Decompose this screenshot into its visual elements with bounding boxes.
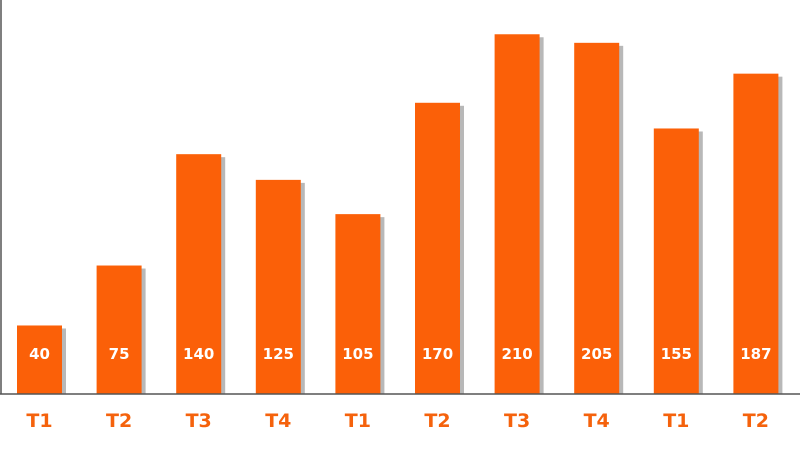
- bar-value-label: 155: [661, 345, 692, 363]
- x-tick-label: T4: [265, 410, 291, 432]
- bar: [96, 265, 142, 394]
- value-labels: 40 75 140 125 105 170 210 205 155 187: [29, 345, 771, 363]
- bar: [574, 42, 620, 395]
- x-tick-label: T2: [424, 410, 450, 432]
- bar-value-label: 125: [263, 345, 294, 363]
- x-tick-label: T3: [186, 410, 212, 432]
- bar: [255, 179, 301, 394]
- bar-series: [17, 34, 783, 395]
- bar: [176, 154, 222, 394]
- x-tick-label: T3: [504, 410, 530, 432]
- x-tick-label: T1: [663, 410, 689, 432]
- bar: [17, 325, 62, 394]
- bar: [653, 128, 699, 394]
- bar-value-label: 187: [740, 345, 771, 363]
- bar-value-label: 105: [342, 345, 373, 363]
- bar-value-label: 205: [581, 345, 612, 363]
- x-tick-label: T2: [106, 410, 132, 432]
- bar: [415, 102, 460, 395]
- x-tick-label: T1: [26, 410, 52, 432]
- x-tick-label: T2: [743, 410, 769, 432]
- bar: [494, 34, 540, 395]
- x-tick-labels: T1 T2 T3 T4 T1 T2 T3 T4 T1 T2: [26, 410, 769, 432]
- bar: [733, 73, 779, 395]
- bar-value-label: 140: [183, 345, 214, 363]
- x-tick-label: T4: [584, 410, 610, 432]
- bar-value-label: 40: [29, 345, 50, 363]
- bar-value-label: 170: [422, 345, 453, 363]
- x-tick-label: T1: [345, 410, 371, 432]
- bar: [335, 214, 381, 394]
- bar-value-label: 210: [501, 345, 532, 363]
- bar-value-label: 75: [109, 345, 130, 363]
